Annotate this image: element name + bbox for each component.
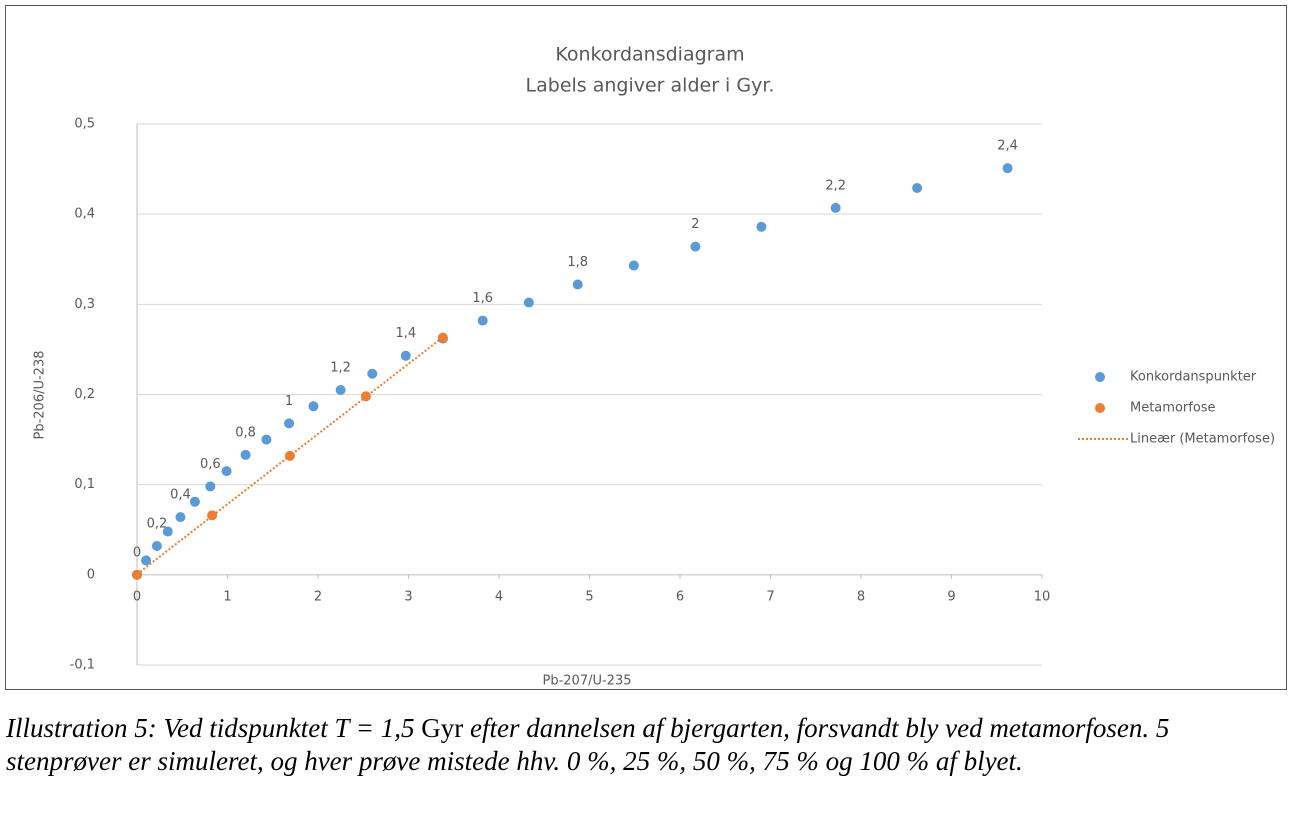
data-point [1002, 163, 1013, 174]
data-point [240, 449, 251, 460]
chart: Konkordansdiagram Labels angiver alder i… [5, 5, 1287, 690]
point-label: 0,8 [235, 425, 256, 440]
data-point [572, 279, 583, 290]
x-tick-label: 3 [404, 589, 412, 604]
caption: Illustration 5: Ved tidspunktet T = 1,5 … [6, 712, 1276, 778]
point-label: 2,4 [997, 139, 1018, 154]
x-tick-label: 6 [676, 589, 684, 604]
data-point [437, 332, 448, 343]
y-tick-label: 0,2 [74, 387, 95, 402]
chart-title: Konkordansdiagram [555, 44, 744, 66]
y-axis-label: Pb-206/U-238 [33, 351, 48, 440]
data-point [477, 315, 488, 326]
data-point [400, 350, 411, 361]
caption-part: Gyr [421, 713, 464, 743]
data-point [912, 183, 923, 194]
point-label: 0,6 [200, 457, 221, 472]
data-point [284, 418, 295, 429]
data-point [690, 241, 701, 252]
point-label: 0 [133, 545, 141, 560]
y-tick-label: 0,4 [74, 207, 95, 222]
point-label: 1,6 [472, 291, 493, 306]
y-tick-label: 0,5 [74, 117, 95, 132]
data-point [367, 368, 378, 379]
y-tick-label: 0,3 [74, 297, 95, 312]
data-point [335, 384, 346, 395]
x-tick-label: 1 [223, 589, 231, 604]
data-point [141, 555, 152, 566]
point-label: 0,2 [147, 516, 168, 531]
caption-part: efter dannelsen af bjergarten, forsvandt… [6, 713, 1170, 776]
data-point [830, 202, 841, 213]
data-point [205, 481, 216, 492]
point-label: 1,2 [330, 360, 351, 375]
chart-subtitle: Labels angiver alder i Gyr. [526, 75, 775, 97]
x-tick-label: 7 [766, 589, 774, 604]
caption-part: Illustration 5: Ved tidspunktet T = 1,5 [6, 713, 422, 743]
chart-frame [5, 5, 1287, 690]
data-point [132, 569, 142, 580]
x-tick-label: 2 [314, 589, 322, 604]
legend-label: Metamorfose [1130, 401, 1216, 416]
data-point [523, 297, 534, 308]
x-tick-label: 9 [947, 589, 955, 604]
x-tick-label: 4 [495, 589, 503, 604]
point-label: 1 [285, 394, 293, 409]
data-point [175, 512, 186, 523]
data-point [189, 496, 200, 507]
data-point [360, 391, 371, 402]
x-tick-label: 8 [857, 589, 865, 604]
data-point [628, 260, 639, 271]
point-label: 1,8 [567, 255, 588, 270]
data-point [207, 510, 218, 521]
x-axis-label: Pb-207/U-235 [543, 674, 632, 689]
y-tick-label: -0,1 [70, 658, 95, 673]
legend-marker [1095, 372, 1105, 382]
y-tick-label: 0 [87, 567, 95, 582]
x-tick-label: 5 [585, 589, 593, 604]
legend-marker [1095, 403, 1105, 413]
point-label: 2 [691, 217, 699, 232]
data-point [756, 221, 767, 232]
data-point [261, 434, 272, 445]
point-label: 2,2 [825, 178, 846, 193]
data-point [162, 526, 173, 537]
data-point [284, 450, 295, 461]
legend-label: Konkordanspunkter [1130, 370, 1257, 385]
point-label: 0,4 [170, 488, 191, 503]
x-tick-label: 0 [133, 589, 141, 604]
data-point [308, 401, 319, 412]
y-tick-label: 0,1 [74, 477, 95, 492]
data-point [221, 466, 232, 477]
data-point [151, 540, 162, 551]
point-label: 1,4 [395, 326, 416, 341]
x-tick-label: 10 [1034, 589, 1051, 604]
legend-label: Lineær (Metamorfose) [1130, 432, 1275, 447]
